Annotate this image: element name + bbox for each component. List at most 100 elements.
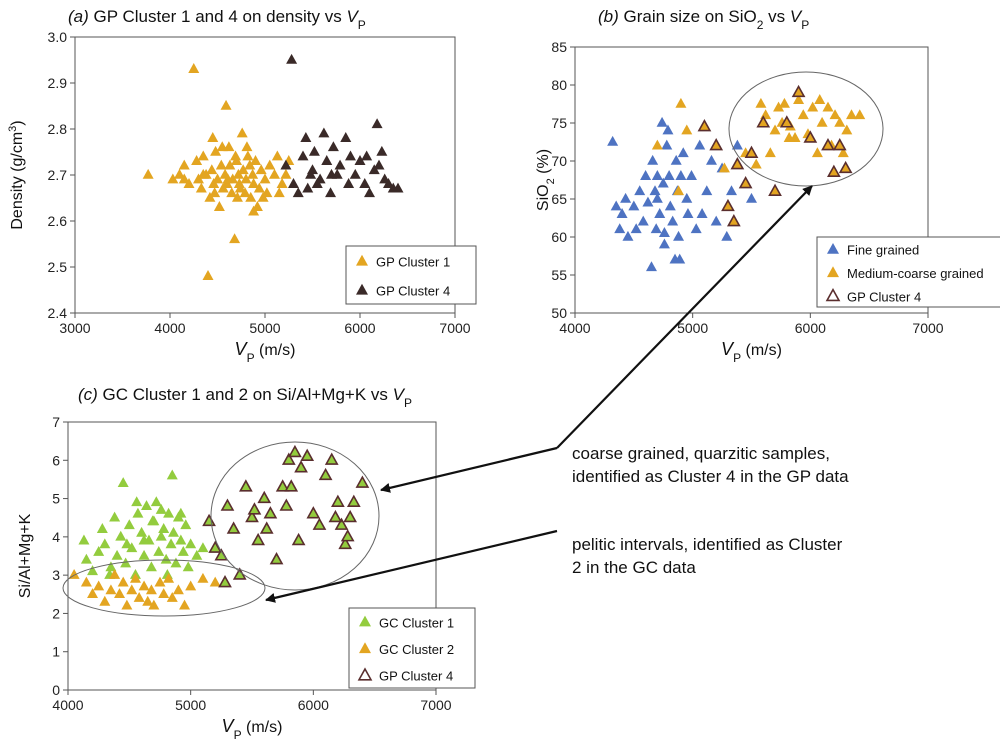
panel-c-point-gp-cluster-4 bbox=[218, 575, 232, 588]
panel-b-point-fine-grained bbox=[682, 208, 694, 218]
annotation-quartzitic-line-1: coarse grained, quarzitic samples, bbox=[572, 444, 830, 463]
panel-a-y-tick-label: 2.5 bbox=[48, 259, 68, 275]
panel-a-point-gp-cluster-4 bbox=[340, 132, 352, 142]
panel-b-point-fine-grained bbox=[746, 192, 757, 203]
panel-a-point-gp-cluster-4 bbox=[361, 150, 373, 161]
panel-b-point-gp-cluster-4 bbox=[730, 157, 745, 170]
panel-c-point-gp-cluster-4 bbox=[291, 532, 306, 546]
panel-c-legend-label: GP Cluster 4 bbox=[379, 669, 453, 684]
annotation-pelitic: pelitic intervals, identified as Cluster… bbox=[572, 535, 843, 577]
panel-a-point-gp-cluster-1 bbox=[280, 168, 292, 179]
panel-c-legend-marker bbox=[359, 642, 371, 654]
panel-b-point-medium-coarse-grained bbox=[681, 124, 693, 135]
annotation-pelitic-line-1: pelitic intervals, identified as Cluster bbox=[572, 535, 843, 554]
panel-a-point-gp-cluster-1 bbox=[215, 159, 227, 170]
panel-b-point-fine-grained bbox=[642, 196, 654, 207]
panel-a-point-gp-cluster-4 bbox=[305, 168, 317, 179]
panel-c-point-gp-cluster-4 bbox=[257, 490, 272, 504]
panel-b-legend-marker bbox=[827, 242, 839, 254]
panel-c-point-gp-cluster-4 bbox=[220, 498, 235, 511]
panel-a-point-gp-cluster-4 bbox=[327, 141, 339, 152]
panel-b-point-medium-coarse-grained bbox=[673, 185, 685, 196]
panel-a-point-gp-cluster-1 bbox=[178, 159, 190, 170]
panel-b-point-medium-coarse-grained bbox=[829, 109, 841, 120]
panel-a-point-gp-cluster-4 bbox=[364, 187, 375, 198]
panel-b-legend bbox=[816, 236, 1000, 308]
panel-a-y-tick-label: 3.0 bbox=[48, 29, 68, 45]
panel-c-legend-marker bbox=[359, 615, 371, 627]
panel-b-point-fine-grained bbox=[651, 170, 663, 180]
panel-c-point-gc-cluster-1 bbox=[145, 561, 157, 572]
panel-c-point-gc-cluster-2 bbox=[145, 584, 157, 595]
panel-b-point-fine-grained bbox=[673, 230, 685, 241]
panel-b-point-fine-grained bbox=[610, 200, 622, 211]
panel-c-point-gc-cluster-2 bbox=[179, 599, 191, 610]
panel-c-x-tick-label: 6000 bbox=[298, 697, 329, 713]
panel-a-point-gp-cluster-1 bbox=[237, 164, 249, 175]
panel-b-point-fine-grained bbox=[647, 154, 659, 165]
panel-a-point-gp-cluster-4 bbox=[325, 187, 337, 198]
panel-c-point-gp-cluster-4 bbox=[334, 517, 349, 530]
panel-a-point-gp-cluster-4 bbox=[300, 132, 312, 142]
panel-c-point-gp-cluster-4 bbox=[239, 479, 253, 492]
panel-a-point-gp-cluster-4 bbox=[392, 182, 404, 193]
panel-a-point-gp-cluster-1 bbox=[241, 141, 253, 152]
panel-c-legend bbox=[348, 607, 476, 689]
panel-b-point-gp-cluster-4 bbox=[832, 138, 847, 151]
panel-a-x-tick-label: 5000 bbox=[249, 320, 280, 336]
panel-a-point-gp-cluster-4 bbox=[334, 159, 346, 170]
panel-a-point-gp-cluster-1 bbox=[202, 270, 214, 280]
panel-c-point-gc-cluster-2 bbox=[133, 591, 145, 602]
panel-c-point-gp-cluster-4 bbox=[355, 475, 370, 488]
panel-a-point-gp-cluster-4 bbox=[349, 168, 361, 179]
panel-b-legend-label: Medium-coarse grained bbox=[847, 266, 984, 281]
panel-c-point-gp-cluster-4 bbox=[281, 452, 296, 465]
panel-c-point-gc-cluster-1 bbox=[93, 546, 105, 556]
panel-c-highlight-ellipse bbox=[62, 559, 266, 617]
panel-c-y-tick-label: 5 bbox=[52, 491, 60, 507]
panel-a-point-gp-cluster-1 bbox=[230, 150, 242, 161]
panel-a-point-gp-cluster-1 bbox=[206, 164, 218, 175]
panel-c-point-gc-cluster-2 bbox=[126, 584, 138, 595]
panel-b-point-fine-grained bbox=[685, 170, 697, 180]
panel-c-point-gc-cluster-1 bbox=[180, 519, 192, 530]
panel-c-x-tick-label: 5000 bbox=[175, 697, 206, 713]
panel-a-point-gp-cluster-1 bbox=[264, 159, 276, 170]
panel-c-point-gc-cluster-2 bbox=[158, 588, 170, 599]
panel-c-point-gc-cluster-1 bbox=[80, 553, 92, 564]
panel-a-y-tick-label: 2.4 bbox=[48, 305, 68, 321]
panel-a-point-gp-cluster-1 bbox=[220, 99, 232, 110]
panel-b-point-fine-grained bbox=[658, 227, 670, 237]
panel-c-point-gp-cluster-4 bbox=[328, 509, 343, 523]
panel-b-point-fine-grained bbox=[656, 116, 668, 127]
panel-b-point-medium-coarse-grained bbox=[675, 97, 687, 108]
panel-c-y-tick-label: 0 bbox=[52, 682, 60, 698]
panel-a-point-gp-cluster-1 bbox=[191, 155, 203, 165]
panel-b-y-tick-label: 50 bbox=[551, 305, 567, 321]
panel-b-point-gp-cluster-4 bbox=[791, 84, 806, 98]
panel-b-point-fine-grained bbox=[701, 185, 713, 196]
panel-c-point-gp-cluster-4 bbox=[279, 498, 294, 511]
panel-c-point-gc-cluster-1 bbox=[138, 549, 150, 560]
panel-c-point-gc-cluster-1 bbox=[111, 549, 123, 560]
panel-b-point-fine-grained bbox=[670, 154, 682, 165]
panel-b-point-gp-cluster-4 bbox=[744, 145, 759, 158]
panel-a-point-gp-cluster-1 bbox=[242, 150, 254, 161]
panel-c-point-gc-cluster-1 bbox=[150, 496, 162, 507]
panel-b-point-fine-grained bbox=[710, 215, 722, 226]
panel-c-point-gp-cluster-4 bbox=[324, 452, 339, 465]
panel-c-point-gc-cluster-2 bbox=[209, 576, 221, 587]
panel-a-point-gp-cluster-4 bbox=[311, 178, 323, 188]
panel-c-chart: 4000 5000 6000 7000 0 1 2 3 4 5 6 7 VP (m/s) Si/Al+Mg… bbox=[17, 414, 476, 742]
panel-c-point-gc-cluster-1 bbox=[153, 546, 165, 556]
panel-a-point-gp-cluster-1 bbox=[261, 187, 273, 198]
panel-a-point-gp-cluster-1 bbox=[212, 173, 223, 184]
panel-b-point-fine-grained bbox=[667, 215, 679, 226]
panel-c-point-gp-cluster-4 bbox=[343, 509, 357, 523]
panel-c-point-gc-cluster-1 bbox=[160, 553, 172, 564]
panel-b-point-fine-grained bbox=[675, 170, 687, 180]
panel-b-plot-area bbox=[574, 46, 929, 314]
panel-c-point-gp-cluster-4 bbox=[275, 479, 290, 492]
panel-a-point-gp-cluster-1 bbox=[222, 173, 234, 184]
panel-c-legend-marker bbox=[357, 667, 373, 681]
